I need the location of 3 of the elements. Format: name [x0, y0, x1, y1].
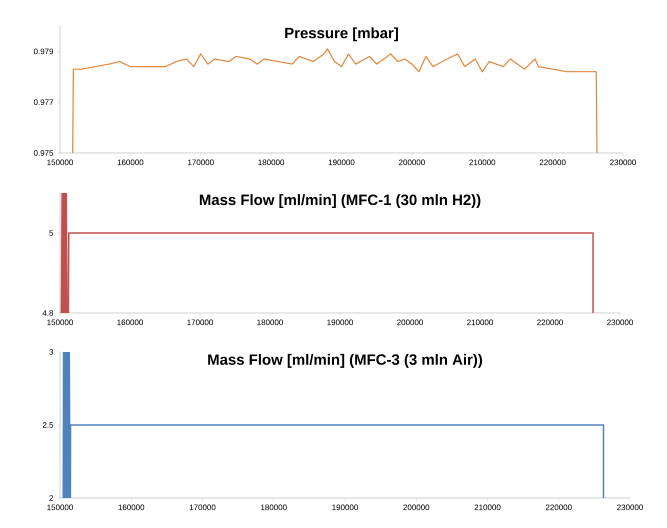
chart-title: Pressure [mbar]	[285, 27, 398, 42]
chart-title: Mass Flow [ml/min] (MFC-1 (30 mln H2))	[200, 194, 480, 208]
chart-title: Mass Flow [ml/min] (MFC-3 (3 mln Air))	[208, 354, 482, 368]
